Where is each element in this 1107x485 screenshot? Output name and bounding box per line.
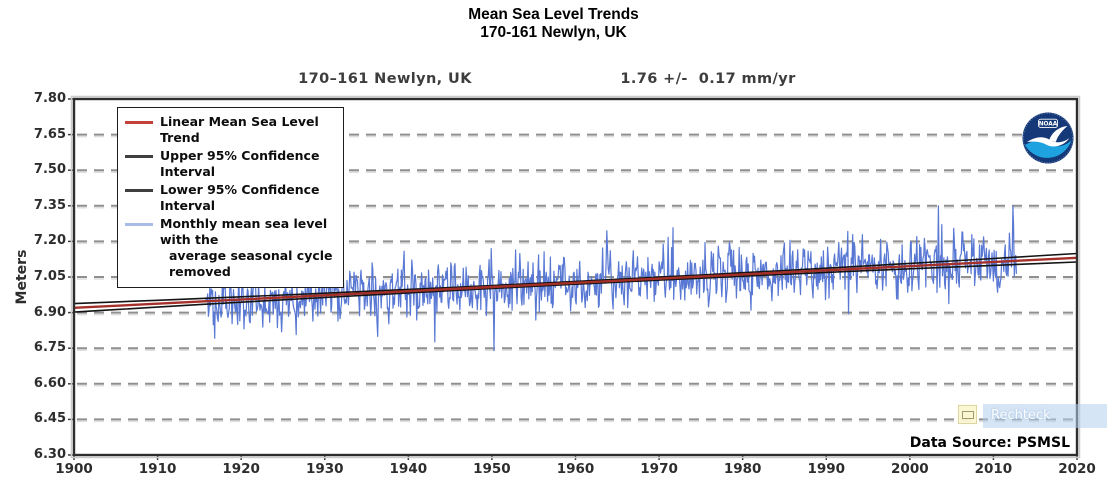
trend-line [73, 256, 1078, 310]
legend-swatch [125, 155, 153, 158]
y-tick-label: 7.65 [33, 126, 66, 142]
y-tick-label: 7.05 [33, 269, 66, 284]
y-tick-label: 6.30 [33, 447, 66, 462]
legend-swatch [125, 223, 153, 226]
title-line1: Mean Sea Level Trends [468, 6, 639, 23]
plot-border [72, 97, 1079, 457]
x-tick-label: 1940 [389, 461, 428, 477]
x-tick-label: 1920 [222, 461, 260, 477]
legend-label: Linear Mean Sea Level Trend [160, 114, 319, 145]
noaa-logo-text: NOAA [1039, 121, 1058, 127]
x-tick-label: 1970 [640, 461, 678, 477]
x-tick-label: 1950 [473, 461, 511, 477]
monthly-series-line [205, 205, 1017, 352]
legend-label: Lower 95% Confidence Interval [160, 182, 320, 213]
x-tick-label: 2010 [974, 461, 1013, 477]
legend-label: Monthly mean sea level with the average s… [160, 216, 333, 279]
lower-confidence-line [73, 261, 1078, 313]
legend-item: Lower 95% Confidence Interval [124, 182, 337, 214]
legend: Linear Mean Sea Level Trend Upper 95% Con… [117, 107, 344, 288]
legend-swatch [125, 189, 153, 192]
data-source-label: Data Source: PSMSL [909, 435, 1070, 451]
y-tick-label: 6.60 [33, 375, 66, 391]
legend-label: Upper 95% Confidence Interval [160, 148, 320, 179]
upper-confidence-line [73, 252, 1078, 305]
trend-value-subtitle: 1.76 +/- 0.17 mm/yr [620, 71, 796, 87]
y-tick-label: 7.50 [33, 162, 66, 178]
y-tick-label: 7.80 [33, 91, 66, 106]
x-tick-label: 2020 [1058, 461, 1096, 477]
x-tick-label: 1930 [305, 461, 344, 477]
noaa-logo-icon: NOAA [1022, 112, 1074, 164]
x-tick-label: 1980 [723, 461, 762, 477]
y-tick-label: 7.35 [33, 197, 66, 213]
x-tick-label: 1990 [807, 461, 846, 477]
station-subtitle: 170–161 Newlyn, UK [298, 71, 472, 87]
rectangle-tool-button[interactable] [956, 403, 979, 426]
x-tick-label: 1910 [138, 461, 177, 477]
y-tick-label: 7.20 [33, 233, 66, 249]
legend-item: Linear Mean Sea Level Trend [124, 114, 337, 146]
legend-swatch [125, 121, 153, 124]
title-line2: 170-161 Newlyn, UK [480, 24, 627, 41]
x-tick-label: 1960 [556, 461, 595, 477]
y-axis-tick-labels: 7.80 7.65 7.50 7.35 7.20 7.05 6.90 6.75 6.60 6.45… [0, 0, 66, 485]
x-tick-label: 2000 [891, 461, 929, 477]
rectangle-icon [961, 410, 974, 419]
y-tick-label: 6.90 [33, 304, 66, 320]
tool-tooltip: Rechteck [983, 404, 1107, 428]
x-tick-label: 1900 [55, 461, 93, 477]
legend-item: Upper 95% Confidence Interval [124, 148, 337, 180]
page-title: Mean Sea Level Trends 170-161 Newlyn, UK [0, 6, 1107, 42]
plot-border-highlight [70, 95, 1081, 459]
y-tick-label: 6.45 [33, 411, 66, 427]
legend-item: Monthly mean sea level with the average s… [124, 216, 337, 280]
y-tick-label: 6.75 [33, 340, 66, 356]
